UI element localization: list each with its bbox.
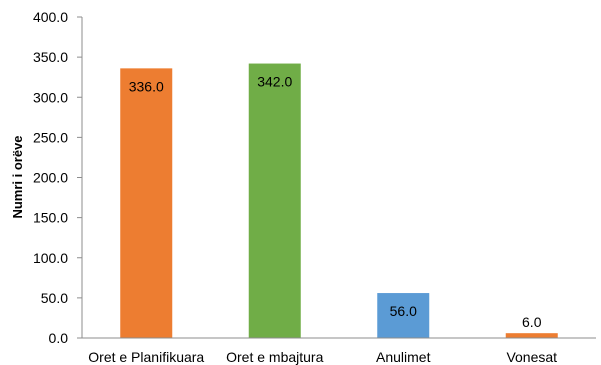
y-tick-label: 400.0 bbox=[33, 9, 68, 25]
bar-3 bbox=[377, 293, 430, 338]
y-tick-label: 50.0 bbox=[41, 290, 68, 306]
y-tick-label: 100.0 bbox=[33, 250, 68, 266]
bars bbox=[120, 63, 558, 339]
data-label-1: 336.0 bbox=[129, 78, 164, 94]
category-label-2: Oret e mbajtura bbox=[226, 349, 323, 365]
category-label-4: Vonesat bbox=[506, 349, 557, 365]
y-tick-label: 150.0 bbox=[33, 210, 68, 226]
bar-2 bbox=[248, 63, 301, 339]
category-label-3: Anulimet bbox=[376, 349, 431, 365]
y-tick-label: 0.0 bbox=[49, 330, 69, 346]
category-labels: Oret e Planifikuara Oret e mbajtura Anulim… bbox=[88, 349, 557, 365]
bar-4 bbox=[505, 333, 558, 338]
y-tick-label: 200.0 bbox=[33, 170, 68, 186]
y-tick-label: 350.0 bbox=[33, 49, 68, 65]
category-label-1: Oret e Planifikuara bbox=[88, 349, 204, 365]
data-label-2: 342.0 bbox=[257, 74, 292, 90]
y-axis-ticks: 0.0 50.0 100.0 150.0 200.0 250.0 300.0 350.0 400… bbox=[33, 9, 82, 346]
y-axis-title: Numri i orëve bbox=[10, 135, 25, 218]
y-tick-label: 300.0 bbox=[33, 89, 68, 105]
bar-1 bbox=[120, 68, 173, 339]
data-label-3: 56.0 bbox=[390, 303, 417, 319]
data-labels: 336.0 342.0 56.0 6.0 bbox=[129, 74, 542, 331]
y-tick-label: 250.0 bbox=[33, 129, 68, 145]
data-label-4: 6.0 bbox=[522, 314, 542, 330]
